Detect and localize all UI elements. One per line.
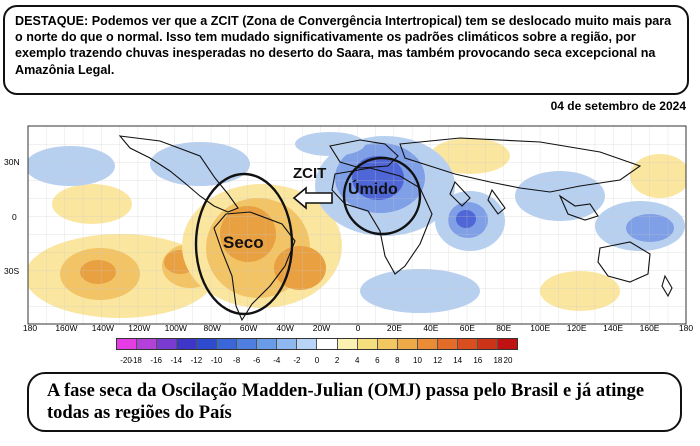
colorbar-label: -18: [130, 356, 142, 365]
colorbar-label: 18: [493, 356, 503, 365]
colorbar-segment: [337, 339, 358, 349]
colorbar-segment: [497, 339, 517, 349]
coastlines: [118, 135, 673, 322]
colorbar-label: 0: [314, 356, 320, 365]
colorbar-segment: [237, 339, 258, 349]
colorbar-label: -16: [150, 356, 162, 365]
colorbar-segment: [277, 339, 298, 349]
colorbar-segment: [417, 339, 438, 349]
colorbar-label: 6: [375, 356, 380, 365]
lon-label: 120E: [566, 323, 587, 333]
colorbar-label: 12: [433, 356, 443, 365]
itcz-arrow-icon: [292, 186, 333, 210]
colorbar-segment: [477, 339, 498, 349]
lon-label: 160E: [639, 323, 660, 333]
lon-label: 160W: [55, 323, 78, 333]
itcz-label: ZCIT: [293, 165, 326, 182]
lon-label: 0: [355, 323, 361, 333]
colorbar-label: -8: [233, 356, 241, 365]
colorbar-label: 2: [334, 356, 340, 365]
lon-label: 100W: [164, 323, 187, 333]
highlight-text: DESTAQUE: Podemos ver que a ZCIT (Zona d…: [15, 14, 672, 77]
lat-label-30n: 30N: [4, 157, 20, 167]
lon-label: 20W: [312, 323, 331, 333]
colorbar-label: 20: [503, 356, 513, 365]
lon-label: 140W: [91, 323, 114, 333]
lon-label: 60W: [239, 323, 258, 333]
lon-label: 100E: [530, 323, 551, 333]
colorbar-segment: [397, 339, 418, 349]
anomaly-map: Seco Úmido ZCIT: [0, 116, 700, 356]
colorbar-segment: [257, 339, 278, 349]
colorbar-label: 4: [354, 356, 360, 365]
colorbar-label: 16: [473, 356, 483, 365]
colorbar-segment: [137, 339, 158, 349]
lon-label: 20E: [386, 323, 402, 333]
colorbar-segment: [457, 339, 478, 349]
wet-region-outline: [342, 156, 422, 236]
colorbar-segment: [157, 339, 178, 349]
highlight-callout: DESTAQUE: Podemos ver que a ZCIT (Zona d…: [3, 5, 689, 95]
colorbar-label: -6: [253, 356, 261, 365]
colorbar-label: -14: [170, 356, 183, 365]
colorbar: [116, 338, 518, 350]
wet-region-label: Úmido: [348, 179, 398, 198]
colorbar-label: -10: [210, 356, 223, 365]
lat-label-30s: 30S: [4, 266, 20, 276]
footer-callout: A fase seca da Oscilação Madden-Julian (…: [27, 372, 682, 432]
colorbar-segment: [297, 339, 318, 349]
lon-label: 80W: [203, 323, 221, 333]
dry-region-label: Seco: [223, 233, 264, 252]
footer-text: A fase seca da Oscilação Madden-Julian (…: [47, 381, 645, 423]
colorbar-segment: [217, 339, 238, 349]
lon-label: 180: [678, 323, 694, 333]
colorbar-segment: [177, 339, 198, 349]
lat-label-eq: 0: [12, 212, 17, 222]
map-date: 04 de setembro de 2024: [550, 99, 686, 113]
colorbar-label: 8: [395, 356, 400, 365]
colorbar-label: 14: [453, 356, 463, 365]
colorbar-label: -4: [273, 356, 281, 365]
colorbar-label: -20: [120, 356, 132, 365]
lon-label: 60E: [459, 323, 475, 333]
colorbar-segment: [437, 339, 458, 349]
lon-label: 40E: [423, 323, 439, 333]
anomaly-map-svg: Seco Úmido ZCIT: [27, 125, 687, 325]
colorbar-segment: [197, 339, 218, 349]
lon-label: 140E: [603, 323, 624, 333]
lon-label: 120W: [128, 323, 151, 333]
lon-label: 40W: [276, 323, 294, 333]
colorbar-label: -12: [190, 356, 203, 365]
colorbar-segment: [317, 339, 338, 349]
dry-region-outline: [194, 172, 294, 316]
lon-label: 80E: [496, 323, 512, 333]
colorbar-segment: [357, 339, 378, 349]
lon-label: 180: [22, 323, 38, 333]
colorbar-label: 10: [413, 356, 422, 365]
colorbar-label: -2: [293, 356, 301, 365]
colorbar-segment: [117, 339, 138, 349]
colorbar-segment: [377, 339, 398, 349]
